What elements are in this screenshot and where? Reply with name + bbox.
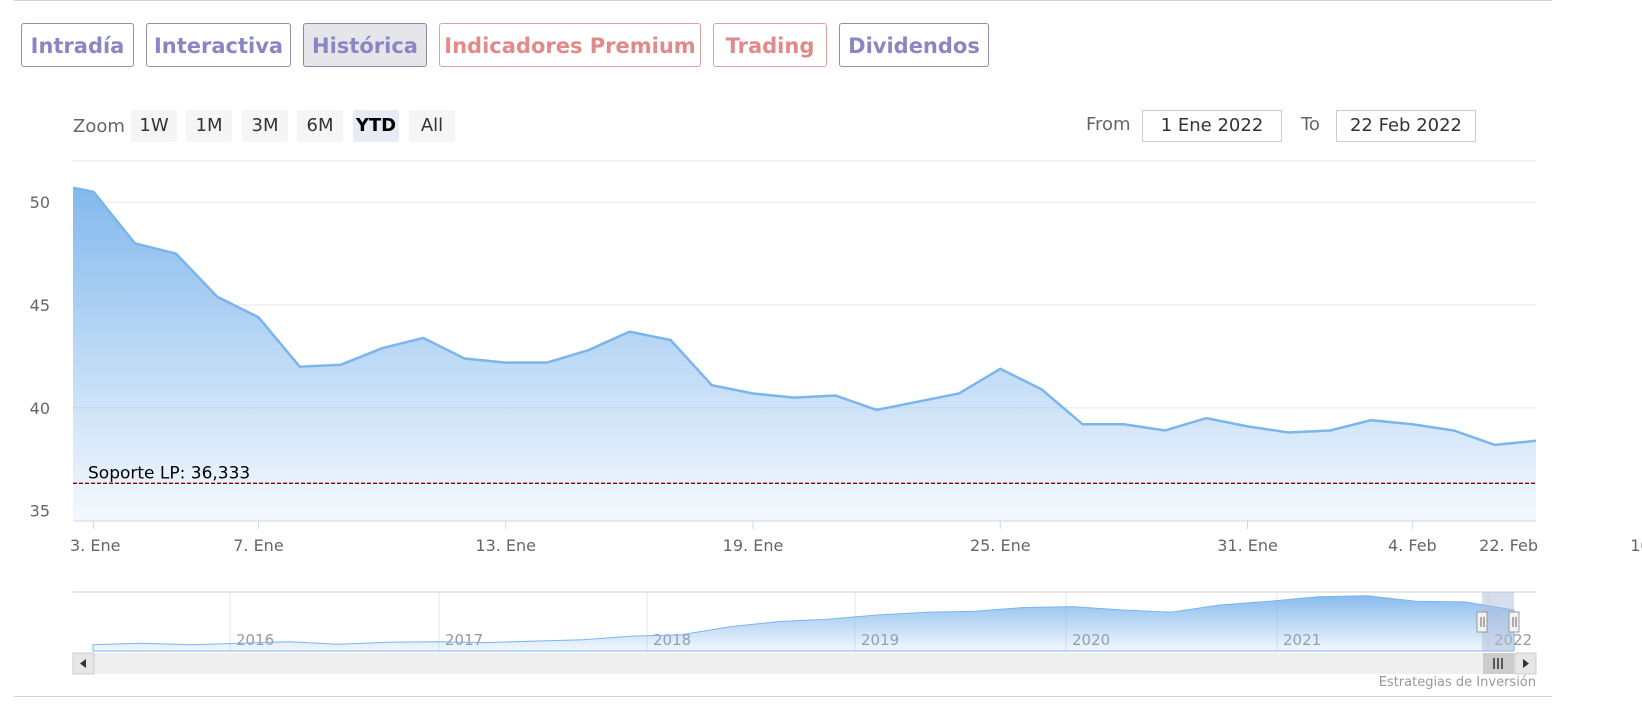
scrollbar[interactable]: [72, 652, 1537, 675]
x-tick-label: 7. Ene: [233, 536, 283, 555]
scrollbar-left-arrow-icon: [80, 659, 86, 668]
tab-historica[interactable]: Histórica: [303, 23, 427, 67]
x-tick-label: 22. Feb: [1479, 536, 1538, 555]
scrollbar-track[interactable]: [73, 653, 1536, 674]
price-chart: 35 40 45 50 Soporte LP: 36,333 3. Ene 7. Ene…: [30, 160, 1642, 675]
zoom-3m-button[interactable]: 3M: [242, 110, 288, 142]
navigator[interactable]: 2016201720182019202020212022: [73, 591, 1536, 652]
zoom-ytd-button[interactable]: YTD: [353, 110, 399, 142]
tab-interactiva[interactable]: Interactiva: [146, 23, 291, 67]
x-tick-label: 19. Ene: [723, 536, 784, 555]
y-tick-label: 35: [30, 502, 50, 521]
tab-trading[interactable]: Trading: [713, 23, 827, 67]
scrollbar-right-arrow-icon: [1523, 659, 1529, 668]
range-to-input[interactable]: 22 Feb 2022: [1336, 110, 1476, 142]
range-from-label: From: [1086, 114, 1131, 135]
x-tick-label: 25. Ene: [970, 536, 1031, 555]
zoom-6m-button[interactable]: 6M: [297, 110, 343, 142]
credits[interactable]: Estrategias de Inversión: [1378, 675, 1536, 690]
zoom-label: Zoom: [73, 116, 125, 137]
range-to-label: To: [1301, 114, 1320, 135]
price-line: [72, 186, 1537, 447]
navigator-area: [92, 595, 1515, 652]
navigator-handle-left[interactable]: [1476, 611, 1488, 633]
price-area: [73, 187, 1536, 521]
zoom-1m-button[interactable]: 1M: [186, 110, 232, 142]
y-tick-label: 45: [30, 296, 50, 315]
bottom-divider: [14, 696, 1552, 697]
tab-dividendos[interactable]: Dividendos: [839, 23, 989, 67]
top-divider: [14, 0, 1552, 1]
x-tick-label: 3. Ene: [70, 536, 120, 555]
x-tick-label: 4. Feb: [1388, 536, 1437, 555]
x-tick-label: 13. Ene: [475, 536, 536, 555]
tab-intradia[interactable]: Intradía: [21, 23, 134, 67]
support-label: Soporte LP: 36,333: [88, 463, 250, 483]
range-from-input[interactable]: 1 Ene 2022: [1142, 110, 1282, 142]
x-tick-label: 31. Ene: [1217, 536, 1278, 555]
y-tick-label: 50: [30, 193, 50, 212]
y-axis: 35 40 45 50: [30, 193, 50, 521]
zoom-all-button[interactable]: All: [409, 110, 455, 142]
y-tick-label: 40: [30, 399, 50, 418]
navigator-handle-right[interactable]: [1508, 611, 1520, 633]
tab-indicadores-premium[interactable]: Indicadores Premium: [439, 23, 701, 67]
x-axis: 3. Ene 7. Ene 13. Ene 19. Ene 25. Ene 31. Ene…: [70, 521, 1642, 555]
zoom-1w-button[interactable]: 1W: [131, 110, 177, 142]
x-tick-label: 10. Feb: [1630, 536, 1642, 555]
